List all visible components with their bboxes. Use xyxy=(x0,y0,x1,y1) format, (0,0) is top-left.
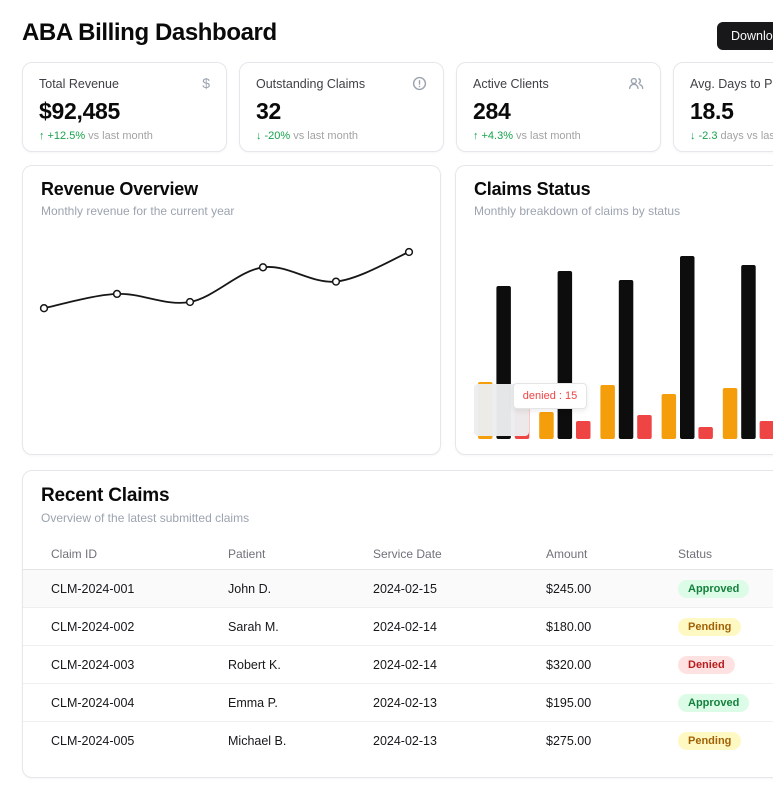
status-badge: Approved xyxy=(678,693,750,712)
page-title: ABA Billing Dashboard xyxy=(22,19,277,46)
stat-card-outstanding-claims: Outstanding Claims 32 ↓ -20% vs last mon… xyxy=(239,62,444,152)
cell-claim-id: CLM-2024-001 xyxy=(23,569,228,608)
trend-value: -2.3 xyxy=(698,130,718,142)
trend-suffix: days vs last month xyxy=(720,130,773,142)
revenue-overview-card: Revenue Overview Monthly revenue for the… xyxy=(22,165,441,455)
trend-suffix: vs last month xyxy=(293,130,358,142)
stat-card-total-revenue: Total Revenue $ $92,485 ↑ +12.5% vs last… xyxy=(22,62,227,152)
table-row[interactable]: CLM-2024-001 John D. 2024-02-15 $245.00 … xyxy=(23,569,773,608)
stat-value: 32 xyxy=(256,98,281,124)
cell-service-date: 2024-02-15 xyxy=(373,569,546,608)
table-row[interactable]: CLM-2024-002 Sarah M. 2024-02-14 $180.00… xyxy=(23,607,773,646)
cell-service-date: 2024-02-13 xyxy=(373,683,546,722)
stat-value: 284 xyxy=(473,98,511,124)
trend-value: +12.5% xyxy=(47,130,86,142)
trend-arrow-icon: ↓ xyxy=(256,130,262,142)
recent-claims-card: Recent Claims Overview of the latest sub… xyxy=(22,470,773,778)
trend-arrow-icon: ↑ xyxy=(473,130,479,142)
trend-suffix: vs last month xyxy=(516,130,581,142)
cell-service-date: 2024-02-14 xyxy=(373,645,546,684)
stat-card-active-clients: Active Clients 284 ↑ +4.3% vs last month xyxy=(456,62,661,152)
table-header-row: Claim ID Patient Service Date Amount Sta… xyxy=(23,539,773,570)
revenue-line-chart[interactable] xyxy=(23,166,441,455)
trend-suffix: vs last month xyxy=(88,130,153,142)
trend-value: -20% xyxy=(264,130,291,142)
cell-amount: $180.00 xyxy=(546,607,678,646)
recent-claims-title: Recent Claims xyxy=(41,485,170,506)
claims-bar-chart[interactable] xyxy=(456,166,773,455)
cell-claim-id: CLM-2024-003 xyxy=(23,645,228,684)
claims-table: Claim ID Patient Service Date Amount Sta… xyxy=(23,539,773,759)
stat-label: Outstanding Claims xyxy=(256,77,366,91)
table-row[interactable]: CLM-2024-005 Michael B. 2024-02-13 $275.… xyxy=(23,722,773,760)
stat-trend: ↓ -2.3 days vs last month xyxy=(690,130,773,142)
column-header-claim-id[interactable]: Claim ID xyxy=(23,539,228,570)
claims-chart-title: Claims Status xyxy=(474,179,591,199)
cell-amount: $245.00 xyxy=(546,569,678,608)
download-button[interactable]: Download xyxy=(717,22,773,50)
cell-patient: Sarah M. xyxy=(228,607,373,646)
cell-patient: Robert K. xyxy=(228,645,373,684)
stat-trend: ↓ -20% vs last month xyxy=(256,130,427,142)
cell-service-date: 2024-02-14 xyxy=(373,607,546,646)
revenue-chart-subtitle: Monthly revenue for the current year xyxy=(41,204,235,218)
cell-patient: John D. xyxy=(228,569,373,608)
cell-claim-id: CLM-2024-004 xyxy=(23,683,228,722)
cell-amount: $320.00 xyxy=(546,645,678,684)
trend-arrow-icon: ↑ xyxy=(39,130,45,142)
cell-claim-id: CLM-2024-005 xyxy=(51,733,135,748)
table-row[interactable]: CLM-2024-003 Robert K. 2024-02-14 $320.0… xyxy=(23,645,773,684)
trend-arrow-icon: ↓ xyxy=(690,130,696,142)
claims-status-card: Claims Status Monthly breakdown of claim… xyxy=(455,165,773,455)
column-header-status[interactable]: Status xyxy=(678,539,773,570)
table-row[interactable]: CLM-2024-004 Emma P. 2024-02-13 $195.00 … xyxy=(23,683,773,722)
recent-claims-subtitle: Overview of the latest submitted claims xyxy=(41,511,250,525)
stat-value: $92,485 xyxy=(39,98,121,124)
status-badge: Pending xyxy=(678,617,742,636)
chart-tooltip-text: denied : 15 xyxy=(522,390,578,402)
stat-label: Avg. Days to Payment xyxy=(690,77,773,91)
status-badge: Denied xyxy=(678,655,735,674)
stat-value: 18.5 xyxy=(690,98,734,124)
stat-card-avg-days-to-payment: Avg. Days to Payment 18.5 ↓ -2.3 days vs… xyxy=(673,62,773,152)
users-icon xyxy=(628,76,644,93)
alert-circle-icon xyxy=(412,76,427,93)
cell-amount: $275.00 xyxy=(546,733,592,748)
column-header-service-date[interactable]: Service Date xyxy=(373,539,546,570)
column-header-patient[interactable]: Patient xyxy=(228,539,373,570)
cell-amount: $195.00 xyxy=(546,683,678,722)
cell-claim-id: CLM-2024-002 xyxy=(23,607,228,646)
status-badge: Approved xyxy=(678,579,750,598)
chart-tooltip: denied : 15 xyxy=(513,383,587,409)
cell-service-date: 2024-02-13 xyxy=(373,733,437,748)
cell-patient: Michael B. xyxy=(228,733,287,748)
stat-trend: ↑ +4.3% vs last month xyxy=(473,130,644,142)
cell-patient: Emma P. xyxy=(228,683,373,722)
status-badge: Pending xyxy=(678,731,742,750)
column-header-amount[interactable]: Amount xyxy=(546,539,678,570)
stat-label: Active Clients xyxy=(473,77,549,91)
stat-trend: ↑ +12.5% vs last month xyxy=(39,130,210,142)
claims-chart-subtitle: Monthly breakdown of claims by status xyxy=(474,204,681,218)
revenue-chart-title: Revenue Overview xyxy=(41,179,198,199)
trend-value: +4.3% xyxy=(481,130,514,142)
dollar-sign-icon: $ xyxy=(202,75,210,91)
stat-label: Total Revenue xyxy=(39,77,119,91)
